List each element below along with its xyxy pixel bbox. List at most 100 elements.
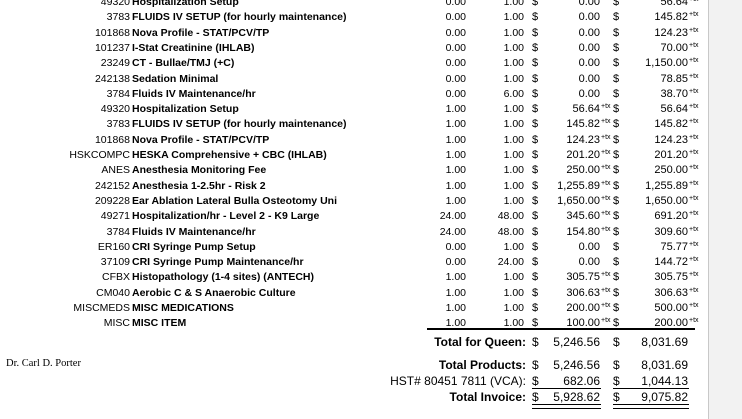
item-currency-2: $ (613, 57, 620, 70)
item-currency-2: $ (613, 149, 620, 161)
item-amount-2: 56.64 (660, 0, 688, 8)
hst-underline-1 (532, 388, 601, 389)
item-tax-flag-2: +tx (689, 149, 699, 156)
item-currency-2: $ (613, 41, 620, 54)
item-currency-1: $ (532, 26, 539, 39)
item-description: Anesthesia Monitoring Fee (132, 164, 267, 177)
table-row: 49271 Hospitalization/hr - Level 2 - K9 L… (0, 209, 742, 224)
item-tax-flag-2: +tx (689, 286, 699, 294)
total-invoice-double-underline-2 (613, 404, 689, 409)
item-quantity-total: 1.00 (503, 286, 524, 299)
total-invoice-label: Total Invoice: (449, 390, 526, 404)
item-amount-1: 0.00 (578, 240, 600, 253)
item-amount-2: 200.00 (654, 317, 688, 330)
item-quantity-total: 48.00 (497, 210, 524, 223)
item-currency-1: $ (532, 133, 539, 146)
item-amount-2: 1,650.00 (645, 194, 688, 207)
item-amount-1: 100.00 (566, 317, 600, 330)
item-description: FLUIDS IV SETUP (for hourly maintenance) (132, 11, 347, 24)
item-tax-flag-2: +tx (689, 103, 699, 111)
item-quantity: 1.00 (445, 302, 466, 314)
item-tax-flag-1: +tx (601, 103, 611, 111)
item-quantity: 0.00 (445, 26, 466, 39)
item-amount-2: 500.00 (654, 302, 688, 314)
table-row: 23249 CT - Bullae/TMJ (+C) 0.00 1.00 $0.00 $1… (0, 56, 742, 71)
item-amount-2: 305.75 (654, 271, 688, 284)
item-code: 49320 (100, 103, 130, 116)
item-amount-1: 1,650.00 (557, 194, 600, 207)
item-tax-flag-1: +tx (601, 118, 611, 126)
item-quantity-total: 1.00 (503, 302, 524, 314)
item-currency-1: $ (532, 179, 539, 192)
item-tax-flag-2: +tx (689, 87, 699, 95)
item-currency-1: $ (532, 41, 539, 54)
item-tax-flag-2: +tx (689, 271, 699, 279)
item-description: Fluids IV Maintenance/hr (132, 225, 256, 238)
item-description: Anesthesia 1-2.5hr - Risk 2 (132, 179, 266, 192)
item-amount-1: 0.00 (578, 26, 600, 39)
item-tax-flag-2: +tx (689, 179, 699, 187)
item-currency-1: $ (532, 87, 539, 100)
item-tax-flag-2: +tx (689, 302, 699, 309)
total-products-currency-1: $ (532, 358, 539, 372)
item-tax-flag-1: +tx (601, 317, 611, 325)
item-tax-flag-2: +tx (689, 210, 699, 218)
table-row: 242138 Sedation Minimal 0.00 1.00 $0.00 $78.8… (0, 72, 742, 87)
item-description: CRI Syringe Pump Setup (132, 240, 256, 253)
item-amount-2: 75.77 (660, 240, 688, 253)
item-code: CFBX (101, 271, 130, 284)
item-amount-1: 0.00 (578, 87, 600, 100)
item-currency-2: $ (613, 256, 620, 269)
item-amount-1: 154.80 (566, 225, 600, 238)
item-quantity-total: 1.00 (503, 103, 524, 116)
item-amount-1: 0.00 (578, 41, 600, 54)
item-currency-2: $ (613, 0, 620, 8)
item-amount-1: 305.75 (566, 271, 600, 284)
item-amount-2: 1,255.89 (645, 179, 688, 192)
item-currency-1: $ (532, 57, 539, 70)
item-description: I-Stat Creatinine (IHLAB) (132, 41, 255, 54)
item-quantity: 1.00 (445, 194, 466, 207)
item-currency-1: $ (532, 240, 539, 253)
table-row: 49320 Hospitalization Setup 1.00 1.00 $56.64… (0, 102, 742, 117)
item-quantity-total: 1.00 (503, 41, 524, 54)
table-row: CM040 Aerobic C & S Anaerobic Culture 1.00… (0, 286, 742, 301)
table-row: MISCMEDS MISC MEDICATIONS 1.00 1.00 $200.00 +… (0, 301, 742, 316)
item-amount-1: 250.00 (566, 164, 600, 177)
item-currency-2: $ (613, 133, 620, 146)
item-quantity-total: 24.00 (497, 256, 524, 269)
vertical-scrollbar[interactable] (708, 0, 742, 419)
item-quantity: 1.00 (445, 286, 466, 299)
item-amount-2: 124.23 (654, 26, 688, 39)
item-tax-flag-2: +tx (689, 317, 699, 325)
total-invoice-value-1: 5,928.62 (553, 390, 600, 404)
item-quantity-total: 1.00 (503, 317, 524, 330)
item-quantity-total: 1.00 (503, 164, 524, 177)
item-tax-flag-2: +tx (689, 57, 699, 65)
item-amount-1: 1,255.89 (557, 179, 600, 192)
item-currency-2: $ (613, 210, 620, 223)
item-description: CRI Syringe Pump Maintenance/hr (132, 256, 304, 269)
item-code: ANES (101, 164, 130, 177)
item-tax-flag-1: +tx (601, 225, 611, 233)
item-tax-flag-2: +tx (689, 256, 699, 264)
table-row: 3783 FLUIDS IV SETUP (for hourly maintena… (0, 10, 742, 25)
item-currency-2: $ (613, 164, 620, 177)
hst-label: HST# 80451 7811 (VCA): (390, 374, 526, 388)
item-quantity: 0.00 (445, 72, 466, 85)
item-quantity: 0.00 (445, 87, 466, 100)
item-amount-1: 200.00 (566, 302, 600, 314)
item-code: 3784 (106, 87, 130, 100)
item-description: FLUIDS IV SETUP (for hourly maintenance) (132, 118, 347, 131)
item-quantity-total: 1.00 (503, 194, 524, 207)
table-row: MISC MISC ITEM 1.00 1.00 $100.00 +tx $200.00 +t… (0, 316, 742, 331)
item-currency-2: $ (613, 286, 620, 299)
table-row: 3783 FLUIDS IV SETUP (for hourly maintena… (0, 117, 742, 132)
item-quantity-total: 6.00 (503, 87, 524, 100)
item-amount-2: 306.63 (654, 286, 688, 299)
item-currency-2: $ (613, 26, 620, 39)
item-amount-1: 0.00 (578, 57, 600, 70)
item-currency-1: $ (532, 11, 539, 24)
item-description: Hospitalization/hr - Level 2 - K9 Large (132, 210, 320, 223)
item-code: 49320 (100, 0, 130, 8)
